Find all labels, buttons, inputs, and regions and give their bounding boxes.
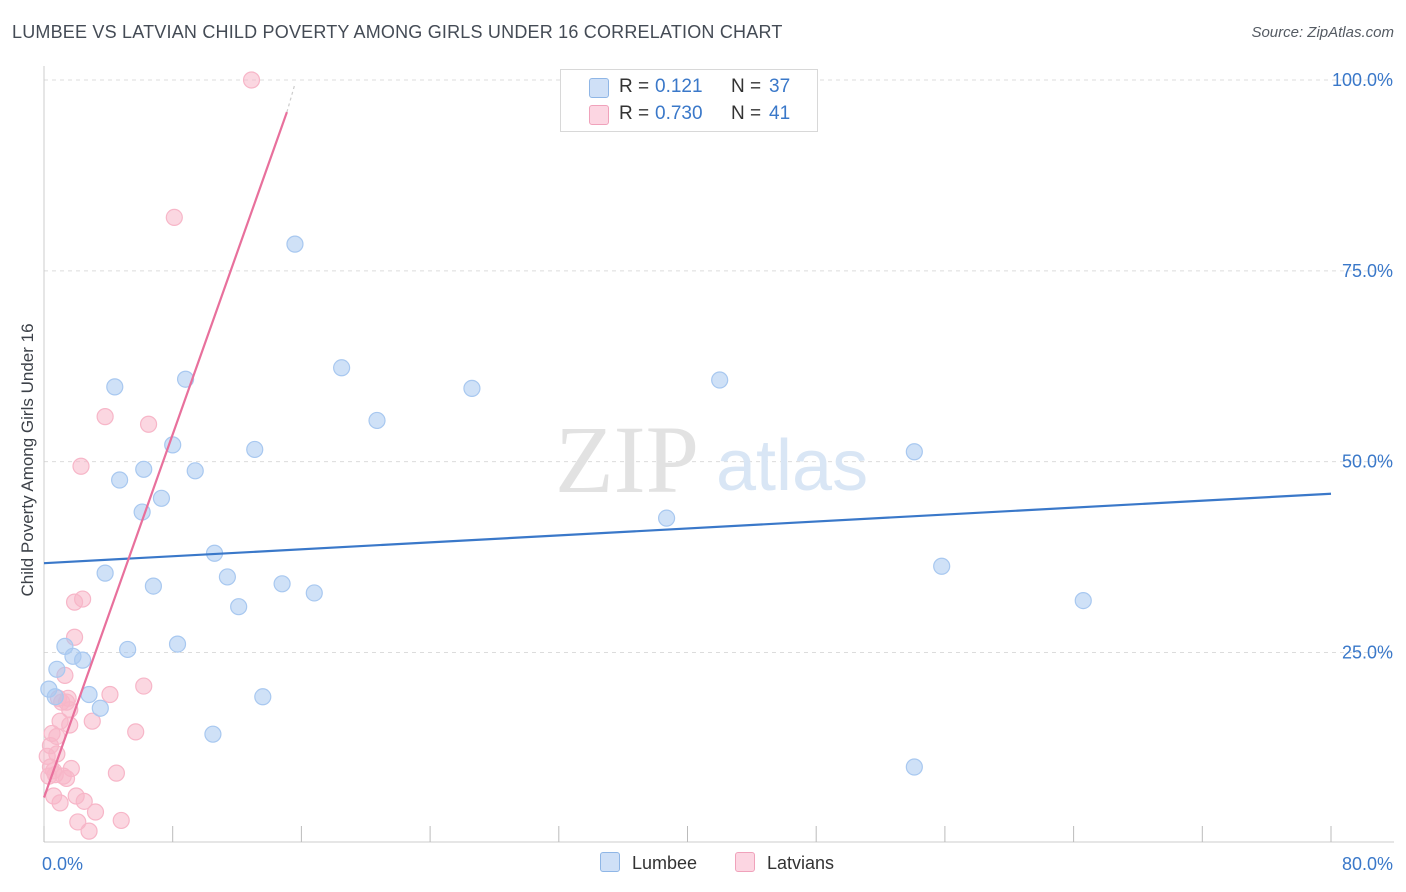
- lumbee-point: [286, 235, 304, 253]
- latvians-point: [135, 677, 153, 695]
- lumbee-swatch: [589, 78, 609, 98]
- legend-n-value: 41: [769, 103, 791, 124]
- latvians-point: [242, 71, 261, 89]
- latvians-point: [96, 408, 114, 426]
- lumbee-point: [204, 725, 222, 743]
- lumbee-point: [905, 443, 923, 461]
- legend-item-latvians[interactable]: Latvians: [735, 852, 834, 874]
- lumbee-point: [368, 411, 386, 430]
- legend-r-label: R =: [619, 103, 650, 124]
- lumbee-point: [333, 359, 351, 377]
- y-tick-label: 50.0%: [1342, 452, 1393, 472]
- tick-labels: 25.0% 50.0% 75.0% 100.0% 0.0% 80.0%: [42, 70, 1393, 874]
- legend-row-lumbee: R = 0.121 N = 37: [561, 74, 817, 101]
- lumbee-point: [111, 471, 129, 489]
- latvians-point: [48, 727, 66, 746]
- latvians-swatch: [735, 852, 755, 872]
- latvians-point: [80, 822, 98, 840]
- lumbee-point: [186, 462, 204, 480]
- lumbee-point: [711, 371, 729, 389]
- lumbee-point: [657, 509, 676, 527]
- legend-r-value: 0.121: [655, 76, 703, 97]
- lumbee-swatch: [600, 852, 620, 872]
- lumbee-point: [119, 640, 137, 659]
- latvians-point: [165, 208, 183, 226]
- lumbee-point: [246, 440, 264, 459]
- lumbee-points: [40, 235, 1092, 776]
- watermark-atlas: atlas: [716, 426, 868, 506]
- legend-n-value: 37: [769, 76, 791, 97]
- legend-r-value: 0.730: [655, 103, 703, 124]
- legend-item-lumbee[interactable]: Lumbee: [600, 852, 697, 874]
- source-label: Source: ZipAtlas.com: [1251, 24, 1394, 41]
- lumbee-point: [144, 577, 162, 595]
- correlation-legend: R = 0.121 N = 37 R = 0.730 N = 41: [560, 69, 818, 132]
- y-tick-label: 75.0%: [1342, 261, 1393, 281]
- lumbee-point: [46, 688, 64, 706]
- latvians-point: [112, 811, 130, 830]
- lumbee-point: [905, 758, 923, 776]
- latvians-point: [69, 813, 87, 831]
- legend-r-label: R =: [619, 76, 650, 97]
- gridlines: [44, 79, 1394, 653]
- series-legend: Lumbee Latvians: [0, 852, 1406, 878]
- lumbee-point: [106, 378, 124, 396]
- watermark-zip: ZIP: [555, 406, 699, 513]
- x-tick-label: 80.0%: [1342, 854, 1393, 874]
- legend-label: Latvians: [767, 853, 835, 873]
- y-tick-label: 100.0%: [1332, 70, 1393, 90]
- axes: [43, 66, 1394, 843]
- lumbee-point: [168, 635, 187, 653]
- latvians-point: [101, 685, 119, 704]
- lumbee-point: [273, 575, 291, 593]
- lumbee-point: [176, 370, 195, 388]
- lumbee-point: [254, 688, 272, 706]
- latvians-point: [51, 794, 69, 812]
- lumbee-point: [230, 598, 248, 616]
- latvians-point: [57, 769, 76, 788]
- latvians-point: [139, 415, 158, 433]
- x-tick-label: 0.0%: [42, 854, 83, 874]
- lumbee-point: [74, 651, 92, 669]
- latvians-point: [74, 590, 92, 608]
- latvians-trend-extension: [286, 83, 296, 113]
- lumbee-point: [91, 699, 109, 717]
- lumbee-point: [135, 460, 153, 478]
- latvians-point: [83, 712, 101, 730]
- latvians-point: [127, 723, 145, 741]
- legend-n-label: N =: [731, 103, 762, 124]
- lumbee-point: [218, 568, 236, 586]
- chart-title: LUMBEE VS LATVIAN CHILD POVERTY AMONG GI…: [12, 22, 783, 42]
- latvians-trend-line: [42, 111, 288, 798]
- lumbee-point: [96, 564, 114, 582]
- latvians-point: [107, 764, 125, 782]
- lumbee-point: [1074, 591, 1092, 610]
- latvians-point: [86, 803, 105, 821]
- lumbee-point: [152, 489, 171, 507]
- latvians-points: [38, 71, 261, 840]
- legend-row-latvians: R = 0.730 N = 41: [561, 101, 817, 128]
- legend-label: Lumbee: [632, 853, 698, 873]
- y-tick-label: 25.0%: [1342, 643, 1393, 663]
- lumbee-point: [305, 584, 323, 602]
- watermark: ZIP atlas: [555, 406, 868, 513]
- latvians-point: [72, 457, 90, 475]
- latvians-swatch: [589, 105, 609, 125]
- lumbee-point: [463, 379, 481, 397]
- legend-n-label: N =: [731, 76, 762, 97]
- latvians-point: [75, 792, 93, 810]
- lumbee-point: [48, 660, 66, 678]
- lumbee-point: [933, 557, 951, 575]
- lumbee-trend-line: [43, 492, 1332, 565]
- trend-lines: [42, 83, 1332, 798]
